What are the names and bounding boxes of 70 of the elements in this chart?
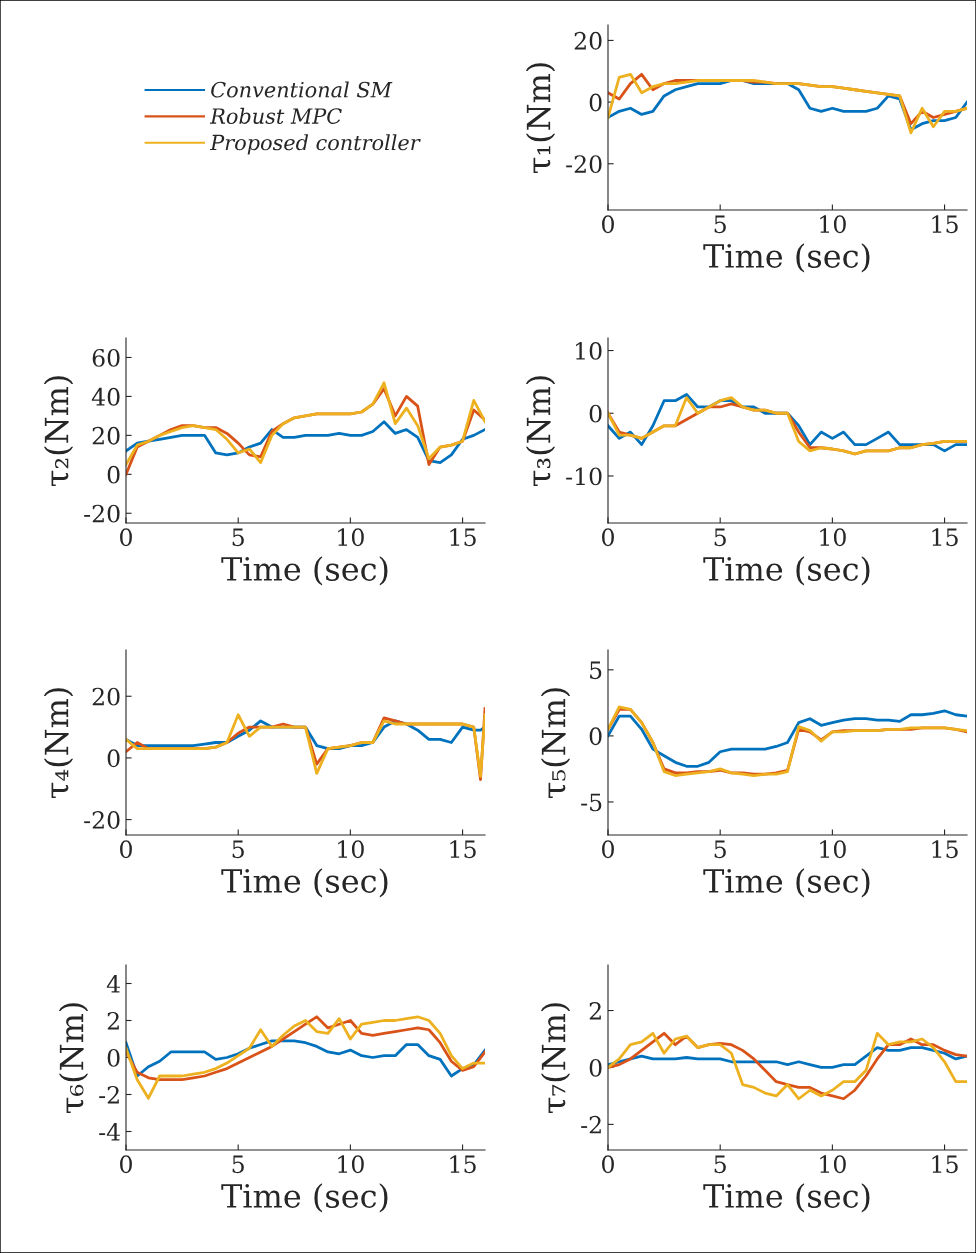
- y-tick-label: 4: [106, 974, 120, 993]
- y-tick-label: 5: [590, 661, 602, 680]
- legend-label: Conventional SM: [211, 81, 393, 98]
- y-tick-label: -5: [581, 793, 602, 812]
- y-axis-title: τ₁(Nm): [525, 63, 556, 174]
- x-tick-label: 0: [602, 1155, 614, 1174]
- y-axis-title: τ₂(Nm): [43, 376, 74, 487]
- x-tick-label: 10: [820, 528, 846, 547]
- x-tick-label: 10: [338, 528, 364, 547]
- y-tick-label: 2: [107, 1011, 119, 1030]
- y-tick-label: 0: [589, 1058, 602, 1077]
- x-tick-label: 0: [120, 528, 132, 547]
- x-axis-title: Time (sec): [221, 868, 388, 898]
- y-tick-label: 0: [107, 749, 120, 768]
- y-tick-label: 0: [107, 1048, 120, 1067]
- x-tick-label: 15: [450, 840, 476, 859]
- x-tick-label: 5: [714, 215, 726, 234]
- y-tick-label: -4: [99, 1122, 120, 1141]
- x-tick-label: 15: [932, 1155, 958, 1174]
- y-tick-label: 20: [92, 687, 120, 706]
- y-tick-label: 0: [107, 465, 120, 484]
- y-axis-title: τ₆(Nm): [58, 1003, 89, 1114]
- y-tick-label: -20: [84, 811, 120, 829]
- y-tick-label: 20: [574, 31, 602, 50]
- x-tick-label: 0: [120, 840, 132, 859]
- y-tick-label: 2: [589, 1001, 601, 1020]
- y-tick-label: 10: [575, 341, 602, 360]
- x-tick-label: 15: [450, 1155, 476, 1174]
- y-tick-label: 20: [92, 426, 120, 445]
- x-tick-label: 5: [232, 840, 244, 859]
- y-tick-label: 0: [589, 404, 602, 423]
- x-tick-label: 5: [714, 528, 726, 547]
- x-tick-label: 0: [602, 215, 614, 234]
- x-tick-label: 10: [338, 1155, 364, 1174]
- y-tick-label: -20: [566, 155, 602, 174]
- x-tick-label: 5: [714, 840, 726, 859]
- legend-label: Robust MPC: [209, 107, 342, 124]
- y-tick-label: 0: [589, 727, 602, 746]
- y-tick-label: 0: [589, 93, 602, 112]
- y-tick-label: -20: [84, 504, 120, 523]
- x-tick-label: 5: [714, 1155, 726, 1174]
- x-tick-label: 15: [932, 528, 958, 547]
- x-tick-label: 10: [338, 840, 364, 859]
- x-axis-title: Time (sec): [703, 1183, 870, 1213]
- x-tick-label: 5: [232, 1155, 244, 1174]
- y-tick-label: -2: [581, 1115, 601, 1134]
- y-axis-title: τ₅(Nm): [540, 688, 571, 799]
- x-tick-label: 10: [820, 840, 846, 859]
- y-tick-label: -10: [566, 467, 602, 486]
- x-tick-label: 0: [120, 1155, 132, 1174]
- x-tick-label: 10: [820, 215, 846, 234]
- y-tick-label: 60: [92, 348, 120, 367]
- x-tick-label: 0: [602, 840, 614, 859]
- y-tick-label: 40: [91, 387, 120, 406]
- y-axis-title: τ₇(Nm): [540, 1003, 571, 1114]
- y-axis-title: τ₄(Nm): [43, 688, 74, 799]
- y-tick-label: -2: [99, 1085, 119, 1104]
- x-axis-title: Time (sec): [703, 868, 870, 898]
- x-tick-label: 15: [932, 840, 958, 859]
- x-tick-label: 15: [450, 528, 476, 547]
- x-axis-title: Time (sec): [221, 556, 388, 586]
- x-tick-label: 10: [820, 1155, 846, 1174]
- x-tick-label: 5: [232, 528, 244, 547]
- y-axis-title: τ₃(Nm): [525, 376, 556, 487]
- x-axis-title: Time (sec): [703, 243, 870, 273]
- x-tick-label: 15: [932, 215, 958, 234]
- x-axis-title: Time (sec): [221, 1183, 388, 1213]
- x-tick-label: 0: [602, 528, 614, 547]
- x-axis-title: Time (sec): [703, 556, 870, 586]
- legend-label: Proposed controller: [209, 134, 421, 155]
